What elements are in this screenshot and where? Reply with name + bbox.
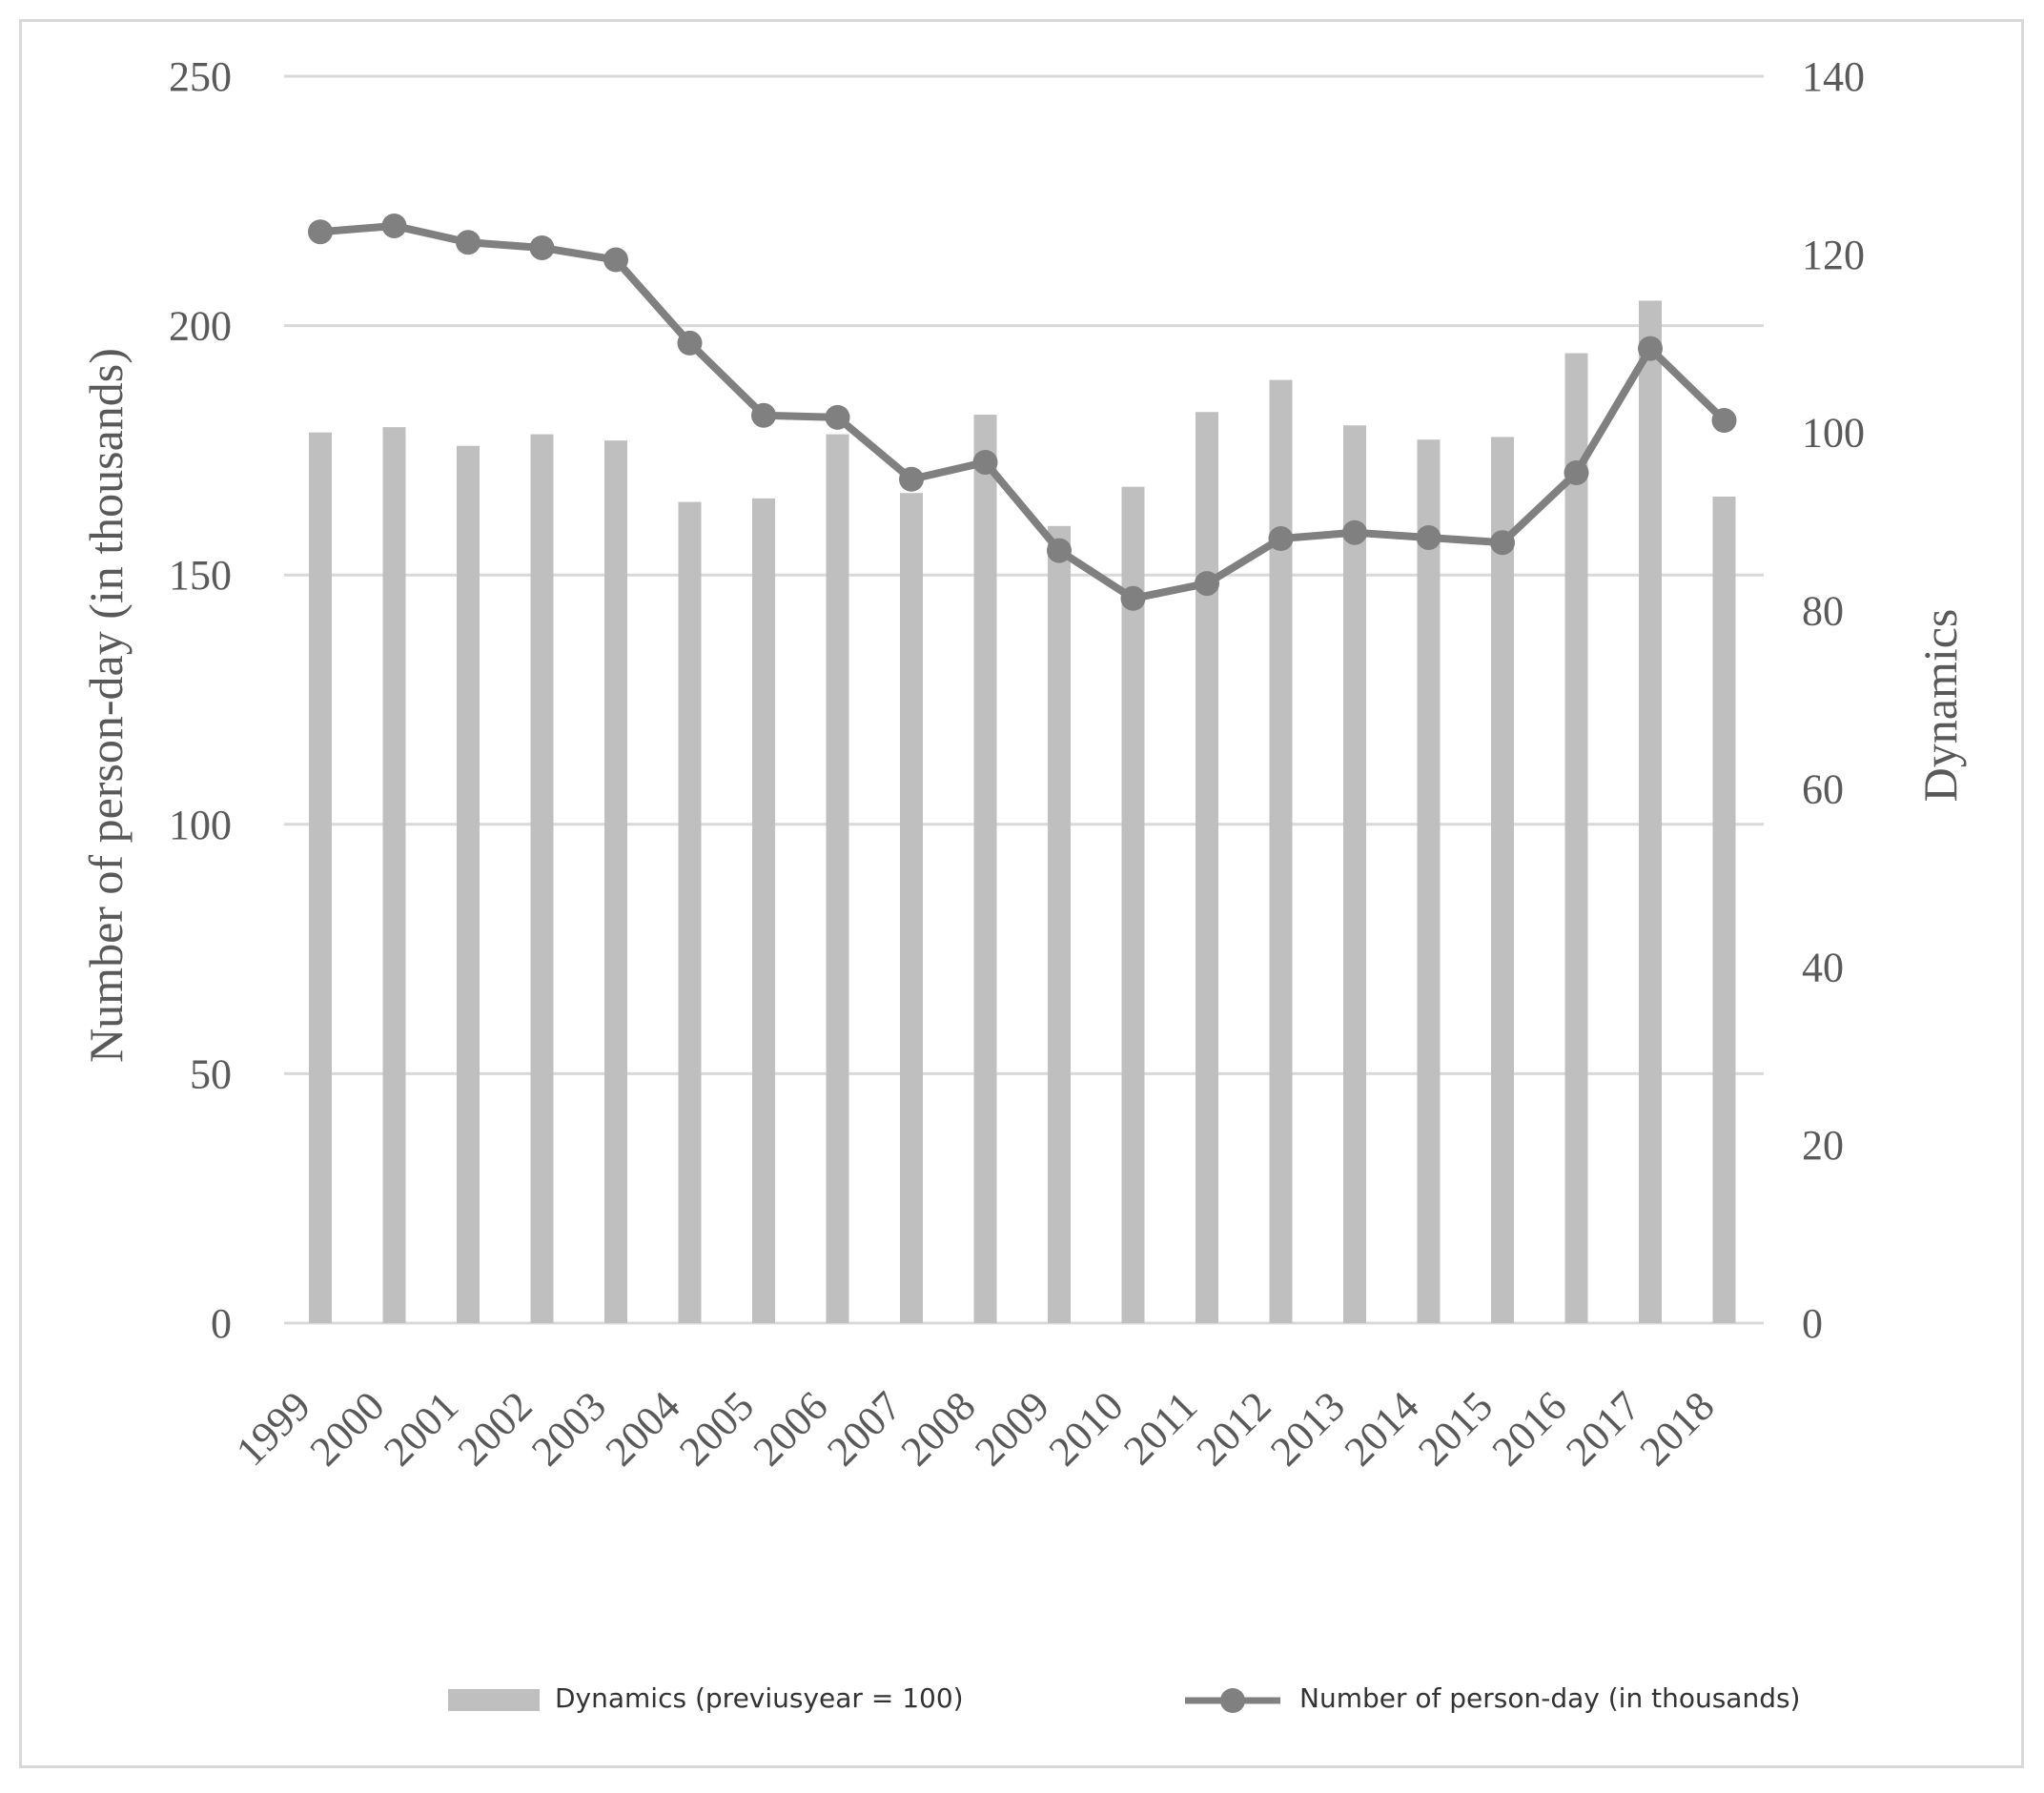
right-tick-label: 100 [1802, 410, 1865, 457]
point-2000 [381, 213, 407, 238]
right-tick-label: 80 [1802, 588, 1844, 635]
legend-line-label: Number of person-day (in thousands) [1299, 1682, 1800, 1714]
x-tick-label: 2017 [1557, 1382, 1649, 1475]
x-tick-label: 2018 [1631, 1382, 1724, 1475]
point-2006 [825, 404, 850, 430]
point-2008 [972, 449, 998, 475]
point-2011 [1195, 571, 1219, 597]
x-tick-label: 2014 [1336, 1382, 1428, 1475]
bar-2018 [1712, 496, 1736, 1323]
line-series [308, 213, 1737, 611]
gridlines [284, 74, 1764, 1325]
point-2007 [899, 466, 924, 492]
bar-2007 [900, 493, 923, 1323]
legend: Dynamics (previusyear = 100) Number of p… [448, 1682, 1800, 1714]
point-2005 [751, 402, 776, 428]
x-tick-label: 2016 [1483, 1382, 1576, 1475]
right-tick-label: 140 [1802, 53, 1865, 100]
point-2015 [1490, 530, 1515, 556]
legend-bar-swatch [448, 1689, 540, 1711]
x-tick-label: 2012 [1188, 1382, 1280, 1475]
right-tick-label: 20 [1802, 1122, 1844, 1169]
x-axis-ticks: 1999200020012002200320042005200620072008… [227, 1382, 1723, 1475]
bar-2011 [1196, 412, 1218, 1323]
point-2010 [1120, 585, 1146, 611]
point-1999 [308, 219, 333, 245]
bar-2001 [457, 445, 480, 1323]
point-2013 [1342, 520, 1367, 545]
bar-2013 [1343, 425, 1366, 1323]
point-2018 [1711, 408, 1737, 434]
x-tick-label: 2004 [597, 1382, 689, 1475]
left-tick-label: 150 [169, 552, 232, 599]
x-tick-label: 2009 [966, 1382, 1058, 1475]
x-tick-label: 2006 [745, 1382, 837, 1475]
bar-2017 [1639, 300, 1662, 1324]
legend-bar-label: Dynamics (previusyear = 100) [555, 1682, 964, 1714]
x-tick-label: 2002 [449, 1382, 542, 1475]
legend-line-marker [1220, 1688, 1245, 1713]
point-2009 [1047, 538, 1072, 563]
x-tick-label: 2005 [670, 1382, 763, 1475]
left-axis-title: Number of person-day (in thousands) [79, 348, 133, 1063]
x-tick-label: 2001 [375, 1382, 467, 1475]
bar-2005 [752, 498, 775, 1323]
left-tick-label: 50 [190, 1050, 232, 1097]
bar-2006 [826, 434, 849, 1323]
left-tick-label: 100 [169, 802, 232, 848]
x-tick-label: 2008 [892, 1382, 985, 1475]
right-axis-title: Dynamics [1913, 609, 1967, 803]
bar-series [309, 300, 1736, 1324]
right-tick-label: 0 [1802, 1300, 1823, 1347]
chart-frame [19, 19, 2024, 1768]
x-tick-label: 2013 [1261, 1382, 1354, 1475]
x-tick-label: 2010 [1040, 1382, 1133, 1475]
left-tick-label: 200 [169, 303, 232, 350]
right-tick-label: 40 [1802, 944, 1844, 990]
bar-2003 [604, 440, 627, 1323]
bar-2000 [382, 427, 406, 1323]
bar-2008 [973, 415, 997, 1323]
bar-2016 [1564, 353, 1588, 1323]
point-2016 [1564, 459, 1589, 485]
point-2014 [1416, 524, 1441, 550]
point-2004 [677, 330, 703, 356]
point-2001 [456, 230, 480, 255]
point-2003 [603, 247, 628, 273]
x-tick-label: 2015 [1409, 1382, 1502, 1475]
bar-1999 [309, 432, 332, 1323]
bar-2010 [1121, 486, 1145, 1324]
right-tick-label: 120 [1802, 232, 1865, 278]
right-tick-label: 60 [1802, 765, 1844, 812]
x-tick-label: 2000 [301, 1382, 394, 1475]
left-tick-label: 0 [211, 1300, 232, 1347]
x-tick-label: 2011 [1114, 1382, 1206, 1474]
x-tick-label: 1999 [227, 1382, 319, 1475]
point-2017 [1638, 336, 1663, 361]
bar-2014 [1417, 439, 1441, 1323]
right-axis-ticks: 0 20 40 60 80 100 120 140 [1802, 53, 1865, 1347]
bar-2009 [1048, 525, 1071, 1323]
point-2012 [1268, 526, 1294, 552]
bar-2004 [678, 501, 702, 1323]
bar-2015 [1491, 437, 1514, 1323]
x-tick-label: 2003 [522, 1382, 615, 1475]
point-2002 [529, 234, 555, 260]
x-tick-label: 2007 [818, 1382, 910, 1475]
left-axis-ticks: 0 50 100 150 200 250 [169, 53, 232, 1347]
bar-2012 [1269, 379, 1293, 1323]
bar-2002 [530, 434, 554, 1323]
left-tick-label: 250 [169, 53, 232, 100]
